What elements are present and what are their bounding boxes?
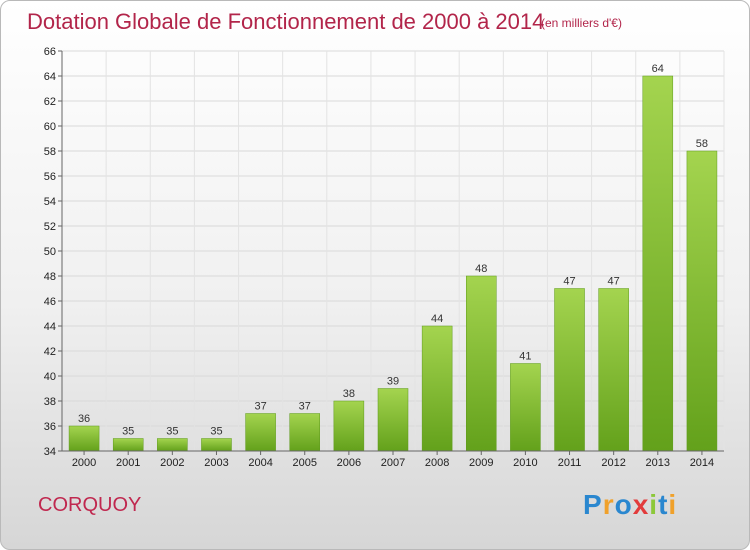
x-tick-label: 2014	[690, 457, 714, 469]
bar	[598, 288, 629, 452]
data-label: 41	[519, 351, 531, 363]
x-tick-label: 2000	[72, 457, 96, 469]
x-tick-label: 2002	[160, 457, 184, 469]
x-tick-label: 2003	[204, 457, 228, 469]
data-label: 36	[78, 413, 90, 425]
data-label: 39	[387, 376, 399, 388]
logo-letter: P	[583, 489, 603, 520]
data-label: 64	[652, 63, 664, 75]
x-tick-label: 2013	[646, 457, 670, 469]
data-label: 35	[210, 426, 222, 438]
y-tick-label: 42	[44, 346, 56, 358]
commune-name: CORQUOY	[38, 494, 142, 516]
x-tick-label: 2004	[248, 457, 272, 469]
y-tick-label: 64	[44, 71, 56, 83]
bar	[554, 288, 585, 452]
chart-title: Dotation Globale de Fonctionnement de 20…	[27, 9, 545, 34]
bar	[289, 413, 320, 452]
bar	[157, 438, 188, 452]
bar	[686, 150, 718, 452]
y-tick-label: 44	[44, 321, 56, 333]
x-tick-label: 2001	[116, 457, 140, 469]
bar	[201, 438, 232, 452]
data-label: 37	[299, 401, 311, 413]
data-label: 38	[343, 388, 355, 400]
bar	[112, 438, 144, 452]
logo-letter: o	[614, 489, 633, 520]
x-tick-label: 2008	[425, 457, 449, 469]
x-tick-label: 2007	[381, 457, 405, 469]
y-tick-label: 48	[44, 271, 56, 283]
x-tick-label: 2012	[601, 457, 625, 469]
bar	[421, 325, 453, 452]
y-tick-label: 36	[44, 421, 56, 433]
y-tick-label: 56	[44, 171, 56, 183]
bar	[642, 75, 674, 452]
unit-note: (en milliers d'€)	[541, 16, 622, 30]
x-tick-label: 2011	[558, 457, 582, 469]
proxiti-logo: Proxiti	[583, 489, 677, 521]
x-tick-label: 2005	[292, 457, 316, 469]
y-tick-label: 54	[44, 196, 56, 208]
logo-letter: x	[632, 489, 650, 520]
y-tick-label: 52	[44, 221, 56, 233]
data-label: 37	[254, 401, 266, 413]
data-label: 35	[122, 426, 134, 438]
data-label: 47	[563, 276, 575, 288]
y-tick-label: 46	[44, 296, 56, 308]
logo-letter: i	[649, 489, 659, 520]
x-tick-label: 2009	[469, 457, 493, 469]
bar	[377, 388, 409, 452]
bar	[466, 275, 497, 452]
data-label: 35	[166, 426, 178, 438]
y-tick-label: 40	[44, 371, 56, 383]
y-tick-label: 66	[44, 46, 56, 58]
bar	[68, 425, 100, 452]
y-tick-label: 34	[44, 446, 56, 458]
bar	[510, 363, 541, 452]
y-tick-label: 60	[44, 121, 56, 133]
y-tick-label: 50	[44, 246, 56, 258]
x-tick-label: 2006	[337, 457, 361, 469]
y-tick-label: 58	[44, 146, 56, 158]
logo-letter: r	[602, 489, 615, 520]
data-label: 47	[608, 276, 620, 288]
bar	[333, 400, 365, 452]
x-tick-label: 2010	[513, 457, 537, 469]
logo-letter: i	[668, 489, 678, 520]
bar	[245, 413, 276, 452]
y-tick-label: 62	[44, 96, 56, 108]
data-label: 48	[475, 263, 487, 275]
logo-letter: t	[658, 489, 669, 520]
data-label: 58	[696, 138, 708, 150]
y-tick-label: 38	[44, 396, 56, 408]
data-label: 44	[431, 313, 443, 325]
